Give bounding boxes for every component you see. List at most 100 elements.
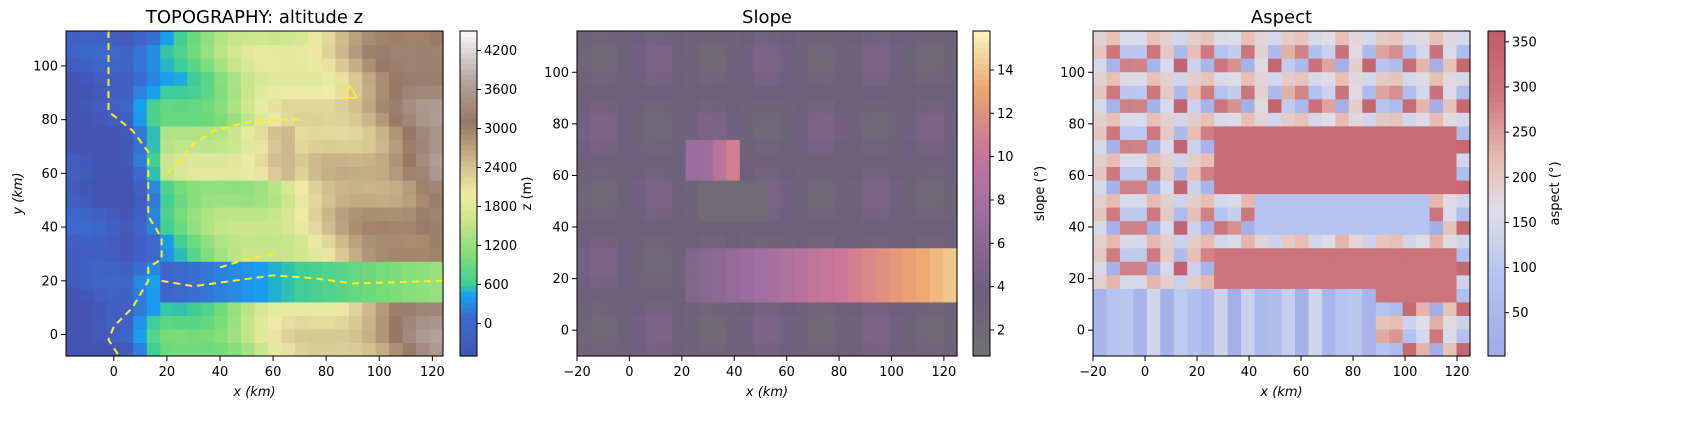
heatmap-cell xyxy=(1348,261,1363,276)
heatmap-cell xyxy=(821,207,836,222)
heatmap-cell xyxy=(200,166,215,181)
x-tick-label: 60 xyxy=(1293,365,1310,380)
heatmap-cell xyxy=(943,315,958,330)
heatmap-cell xyxy=(1402,179,1417,195)
heatmap-cell xyxy=(807,274,822,289)
heatmap-cell xyxy=(321,220,336,235)
heatmap-cell xyxy=(1389,44,1404,59)
heatmap-cell xyxy=(92,44,107,59)
heatmap-cell xyxy=(335,234,350,249)
heatmap-cell xyxy=(1362,139,1377,154)
heatmap-cell xyxy=(267,301,283,316)
colorbar-swatch xyxy=(1488,350,1505,357)
heatmap-cell xyxy=(604,98,619,113)
heatmap-cell xyxy=(1241,315,1256,330)
heatmap-cell xyxy=(943,234,958,249)
heatmap-cell xyxy=(133,71,148,86)
heatmap-cell xyxy=(631,342,646,357)
heatmap-cell xyxy=(604,207,619,222)
heatmap-cell xyxy=(739,139,755,154)
heatmap-cell xyxy=(848,166,863,181)
heatmap-cell xyxy=(362,98,377,113)
heatmap-cell xyxy=(106,193,121,208)
heatmap-cell xyxy=(1429,247,1444,262)
heatmap-cell xyxy=(577,274,592,289)
heatmap-cell xyxy=(321,342,336,357)
heatmap-cell xyxy=(106,31,121,46)
heatmap-cell xyxy=(1294,85,1310,100)
heatmap-cell xyxy=(1254,220,1269,235)
heatmap-cell xyxy=(699,342,714,357)
heatmap-cell xyxy=(902,234,917,249)
heatmap-cell xyxy=(254,193,269,208)
colorbar-swatch xyxy=(460,52,477,59)
heatmap-cell xyxy=(348,112,363,127)
heatmap-cell xyxy=(902,125,917,140)
heatmap-cell xyxy=(699,98,714,113)
heatmap-cell xyxy=(617,98,632,113)
heatmap-cell xyxy=(699,179,714,195)
heatmap-cell xyxy=(254,328,269,344)
heatmap-cell xyxy=(187,44,202,59)
heatmap-cell xyxy=(590,44,605,59)
heatmap-cell xyxy=(1294,71,1310,86)
colorbar-swatch xyxy=(973,96,990,103)
heatmap-cell xyxy=(1416,247,1431,262)
heatmap-cell xyxy=(1200,152,1215,168)
heatmap-cell xyxy=(1254,98,1269,113)
heatmap-cell xyxy=(1348,71,1363,86)
heatmap-cell xyxy=(699,71,714,86)
heatmap-cell xyxy=(1375,112,1390,127)
heatmap-cell xyxy=(699,301,714,316)
heatmap-cell xyxy=(1456,98,1471,113)
heatmap-cell xyxy=(1254,274,1269,289)
heatmap-cell xyxy=(1200,58,1215,73)
heatmap-cell xyxy=(929,274,945,289)
heatmap-cell xyxy=(1375,328,1390,344)
heatmap-cell xyxy=(658,247,673,262)
colorbar-swatch xyxy=(1488,133,1505,140)
colorbar-swatch xyxy=(973,52,990,59)
heatmap-cell xyxy=(389,315,404,330)
heatmap-cell xyxy=(739,44,755,59)
heatmap-cell xyxy=(726,152,741,168)
colorbar-swatch xyxy=(973,171,990,178)
heatmap-cell xyxy=(1241,342,1256,357)
heatmap-cell xyxy=(227,139,242,154)
heatmap-cell xyxy=(1241,328,1256,344)
heatmap-cell xyxy=(1173,58,1188,73)
heatmap-cell xyxy=(875,85,890,100)
heatmap-cell xyxy=(1375,193,1390,208)
heatmap-cell xyxy=(1348,31,1363,46)
heatmap-cell xyxy=(1429,261,1444,276)
heatmap-cell xyxy=(780,342,795,357)
heatmap-cell xyxy=(1227,234,1242,249)
heatmap-cell xyxy=(726,220,741,235)
heatmap-cell xyxy=(241,247,256,262)
colorbar-swatch xyxy=(460,90,477,97)
heatmap-cell xyxy=(214,85,229,100)
colorbar-swatch xyxy=(460,36,477,43)
heatmap-cell xyxy=(160,288,175,303)
heatmap-cell xyxy=(590,247,605,262)
heatmap-cell xyxy=(1402,44,1417,59)
heatmap-cell xyxy=(160,247,175,262)
heatmap-cell xyxy=(362,342,377,357)
heatmap-cell xyxy=(753,125,768,140)
heatmap-cell xyxy=(794,220,809,235)
heatmap-cell xyxy=(1119,139,1134,154)
heatmap-cell xyxy=(119,98,134,113)
heatmap-cell xyxy=(321,301,336,316)
heatmap-cell xyxy=(848,207,863,222)
heatmap-cell xyxy=(1214,207,1229,222)
heatmap-cell xyxy=(726,301,741,316)
heatmap-cell xyxy=(1443,288,1458,303)
heatmap-cell xyxy=(577,125,592,140)
heatmap-cell xyxy=(1214,193,1229,208)
heatmap-cell xyxy=(1268,220,1283,235)
heatmap-cell xyxy=(631,193,646,208)
colorbar-tick-label: 4200 xyxy=(484,44,517,59)
heatmap-cell xyxy=(672,207,687,222)
heatmap-cell xyxy=(335,179,350,195)
